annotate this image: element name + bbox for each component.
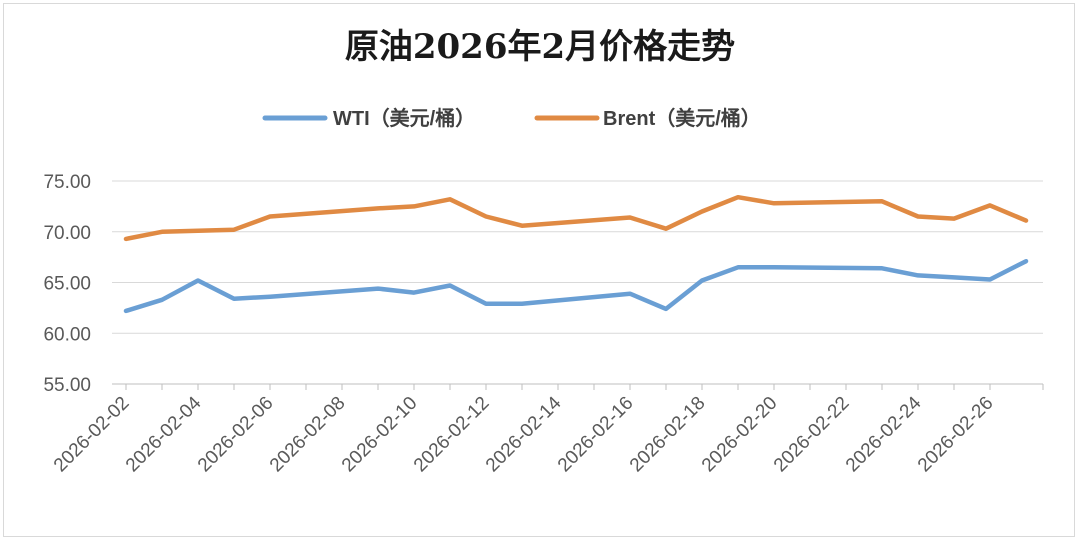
gridlines bbox=[112, 180, 1043, 385]
x-tick-label: 2026-02-12 bbox=[410, 393, 494, 477]
x-tick-label: 2026-02-06 bbox=[194, 393, 278, 477]
x-tick-label: 2026-02-14 bbox=[482, 392, 566, 476]
x-tick-label: 2026-02-10 bbox=[338, 393, 422, 477]
x-tick-label: 2026-02-22 bbox=[770, 393, 854, 477]
chart-title: 原油2026年2月价格走势 bbox=[345, 27, 735, 67]
x-tick-label: 2026-02-26 bbox=[914, 393, 998, 477]
x-axis: 2026-02-022026-02-042026-02-062026-02-08… bbox=[50, 384, 1044, 477]
y-axis: 55.00 60.00 65.00 70.00 75.00 bbox=[43, 172, 91, 396]
y-tick-label: 60.00 bbox=[43, 324, 91, 345]
x-tick-label: 2026-02-20 bbox=[698, 393, 782, 477]
series-line-wti bbox=[123, 258, 1029, 314]
x-tick-label: 2026-02-04 bbox=[122, 392, 206, 476]
y-tick-label: 70.00 bbox=[43, 223, 91, 244]
x-tick-label: 2026-02-24 bbox=[842, 392, 926, 476]
y-tick-label: 65.00 bbox=[43, 274, 91, 295]
x-tick-label: 2026-02-18 bbox=[626, 393, 710, 477]
legend-label-brent: Brent（美元/桶） bbox=[603, 106, 761, 130]
y-tick-label: 55.00 bbox=[43, 375, 91, 396]
series-line-brent bbox=[123, 194, 1029, 242]
x-tick-label: 2026-02-16 bbox=[554, 393, 638, 477]
x-tick-label: 2026-02-02 bbox=[50, 393, 134, 477]
x-tick-label: 2026-02-08 bbox=[266, 393, 350, 477]
legend-label-wti: WTI（美元/桶） bbox=[333, 106, 475, 130]
y-tick-label: 75.00 bbox=[43, 172, 91, 193]
series-lines bbox=[123, 194, 1029, 314]
chart-legend: WTI（美元/桶） Brent（美元/桶） bbox=[262, 106, 761, 130]
